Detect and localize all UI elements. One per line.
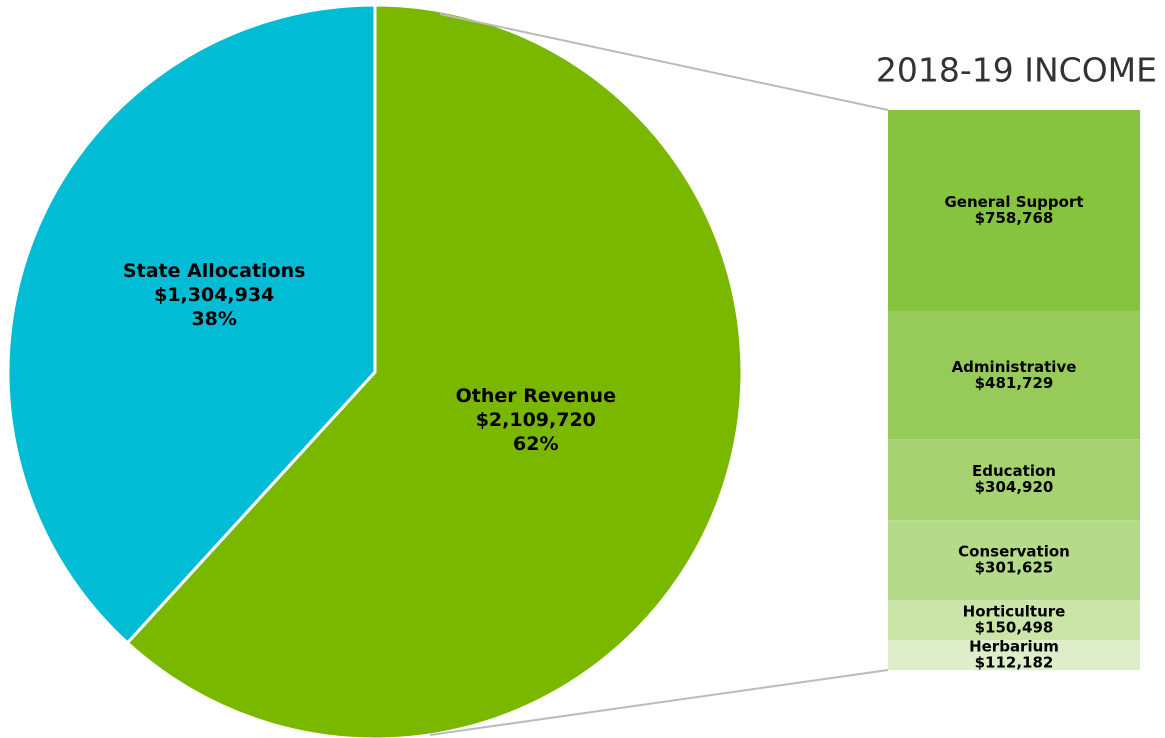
bar-segment	[888, 311, 1140, 440]
slice-label: Other Revenue	[456, 385, 616, 407]
segment-label: Horticulture	[963, 603, 1066, 621]
bar-segment	[888, 520, 1140, 601]
segment-label: Conservation	[958, 543, 1070, 561]
slice-value: $1,304,934	[154, 284, 274, 306]
segment-label: Herbarium	[969, 638, 1059, 656]
segment-label: Education	[972, 462, 1056, 480]
bar-segment	[888, 439, 1140, 521]
segment-value: $304,920	[975, 478, 1054, 496]
chart-title: 2018-19 INCOME	[876, 51, 1157, 90]
pie-slice	[6, 3, 377, 646]
segment-value: $112,182	[975, 654, 1054, 672]
bar-segment	[888, 600, 1140, 641]
connector	[439, 13, 889, 111]
segment-value: $758,768	[975, 209, 1054, 227]
pie-slice	[125, 3, 744, 738]
segment-value: $150,498	[975, 619, 1054, 637]
segment-label: Administrative	[952, 358, 1077, 376]
segment-value: $481,729	[975, 374, 1054, 392]
slice-label: State Allocations	[123, 260, 306, 282]
connector	[429, 669, 889, 736]
segment-value: $301,625	[975, 559, 1054, 577]
bar-segment	[888, 640, 1140, 670]
slice-percent: 62%	[513, 433, 558, 455]
slice-value: $2,109,720	[476, 409, 596, 431]
segment-label: General Support	[944, 193, 1083, 211]
slice-percent: 38%	[191, 308, 236, 330]
bar-segment	[888, 110, 1140, 312]
